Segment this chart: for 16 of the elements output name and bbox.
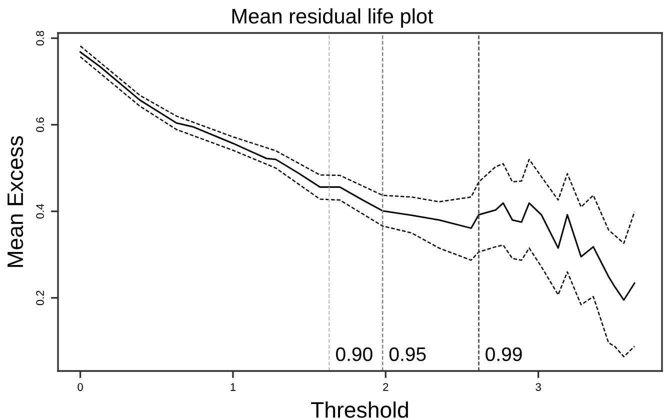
y-tick-label: 0.4	[36, 204, 44, 219]
annotation: 0.90	[336, 347, 372, 362]
y-tick-label: 0.6	[36, 118, 44, 132]
y-axis-title: Mean Excess	[8, 136, 24, 267]
annotation: 0.95	[389, 347, 426, 362]
y-tick-label: 0.8	[36, 30, 44, 46]
line-series	[80, 45, 636, 244]
x-tick-label: 0	[78, 383, 83, 391]
y-tick-label: 0.2	[36, 290, 44, 306]
line-series	[80, 51, 636, 301]
x-tick-label: 3	[536, 383, 541, 391]
x-axis-title: Threshold	[311, 401, 408, 418]
x-tick-label: 2	[383, 383, 388, 391]
annotation: 0.99	[486, 347, 522, 362]
chart-title: Mean residual life plot	[232, 8, 434, 28]
x-tick-label: 1	[230, 383, 236, 391]
